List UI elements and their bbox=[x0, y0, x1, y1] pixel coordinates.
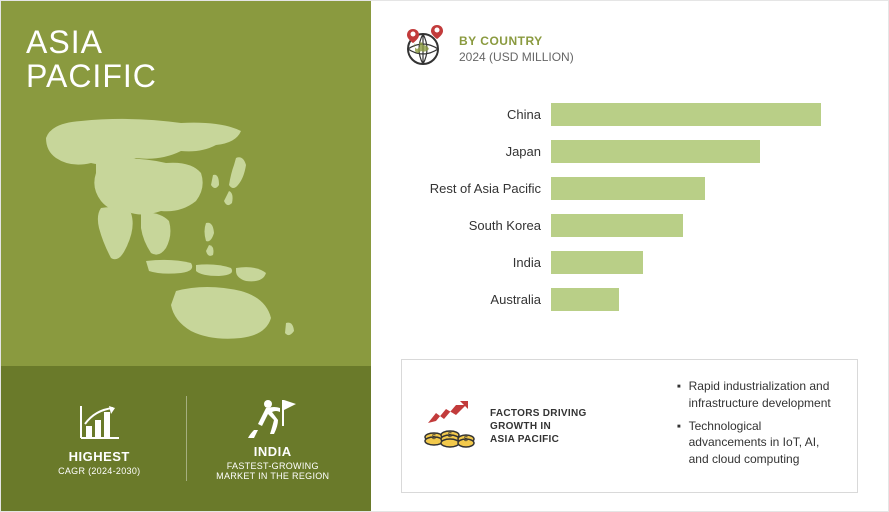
bar-fill bbox=[551, 288, 619, 311]
chart-header: BY COUNTRY 2024 (USD MILLION) bbox=[401, 23, 858, 74]
region-title: ASIA PACIFIC bbox=[26, 26, 346, 93]
factors-box: $ $ $ FACTORS DRIVING GROWTH IN ASIA PAC… bbox=[401, 359, 858, 493]
bar-track bbox=[551, 214, 858, 237]
region-title-line1: ASIA bbox=[26, 24, 103, 60]
bar-track bbox=[551, 288, 858, 311]
bar-fill bbox=[551, 140, 760, 163]
factors-title: FACTORS DRIVING GROWTH IN ASIA PACIFIC bbox=[490, 407, 587, 446]
bar-row: Australia bbox=[401, 284, 858, 314]
factor-item: Technological advancements in IoT, AI, a… bbox=[677, 418, 837, 468]
bar-label: Japan bbox=[401, 144, 551, 159]
bar-fill bbox=[551, 177, 705, 200]
bar-chart: China Japan Rest of Asia Pacific South Kore… bbox=[401, 99, 858, 344]
svg-text:$: $ bbox=[464, 436, 468, 443]
bar-track bbox=[551, 251, 858, 274]
bar-label: South Korea bbox=[401, 218, 551, 233]
factor-item: Rapid industrialization and infrastructu… bbox=[677, 378, 837, 412]
stat-fastest-market: INDIA FASTEST-GROWING MARKET IN THE REGI… bbox=[187, 396, 360, 481]
bar-label: China bbox=[401, 107, 551, 122]
bar-growth-icon bbox=[77, 401, 121, 443]
stat-title: HIGHEST bbox=[69, 449, 130, 464]
growth-coins-icon: $ $ $ bbox=[422, 399, 476, 454]
factors-list: Rapid industrialization and infrastructu… bbox=[677, 378, 837, 474]
bar-label: India bbox=[401, 255, 551, 270]
svg-text:$: $ bbox=[432, 434, 436, 441]
asia-pacific-map bbox=[26, 113, 346, 343]
region-stats: HIGHEST CAGR (2024-2030) INDIA FASTEST-G… bbox=[1, 366, 371, 511]
bar-track bbox=[551, 177, 858, 200]
region-title-line2: PACIFIC bbox=[26, 58, 157, 94]
bar-row: Rest of Asia Pacific bbox=[401, 173, 858, 203]
stat-highest-cagr: HIGHEST CAGR (2024-2030) bbox=[13, 401, 186, 476]
bar-track bbox=[551, 103, 858, 126]
runner-flag-icon bbox=[248, 396, 298, 438]
bar-row: South Korea bbox=[401, 210, 858, 240]
bar-row: India bbox=[401, 247, 858, 277]
bar-fill bbox=[551, 103, 821, 126]
left-panel: ASIA PACIFIC bbox=[1, 1, 371, 511]
chart-title: BY COUNTRY bbox=[459, 34, 574, 48]
bar-row: Japan bbox=[401, 136, 858, 166]
factors-left: $ $ $ FACTORS DRIVING GROWTH IN ASIA PAC… bbox=[422, 399, 652, 454]
chart-subtitle: 2024 (USD MILLION) bbox=[459, 50, 574, 64]
bar-fill bbox=[551, 251, 643, 274]
bar-fill bbox=[551, 214, 683, 237]
region-top: ASIA PACIFIC bbox=[1, 1, 371, 366]
bar-track bbox=[551, 140, 858, 163]
svg-text:$: $ bbox=[448, 432, 452, 439]
stat-sub: FASTEST-GROWING MARKET IN THE REGION bbox=[216, 461, 329, 481]
stat-title: INDIA bbox=[254, 444, 292, 459]
bar-label: Australia bbox=[401, 292, 551, 307]
stat-sub: CAGR (2024-2030) bbox=[58, 466, 140, 476]
bar-row: China bbox=[401, 99, 858, 129]
map-svg bbox=[41, 113, 331, 343]
chart-header-text: BY COUNTRY 2024 (USD MILLION) bbox=[459, 34, 574, 64]
globe-pins-icon bbox=[401, 23, 447, 74]
bar-label: Rest of Asia Pacific bbox=[401, 181, 551, 196]
right-panel: BY COUNTRY 2024 (USD MILLION) China Japan… bbox=[371, 1, 888, 511]
